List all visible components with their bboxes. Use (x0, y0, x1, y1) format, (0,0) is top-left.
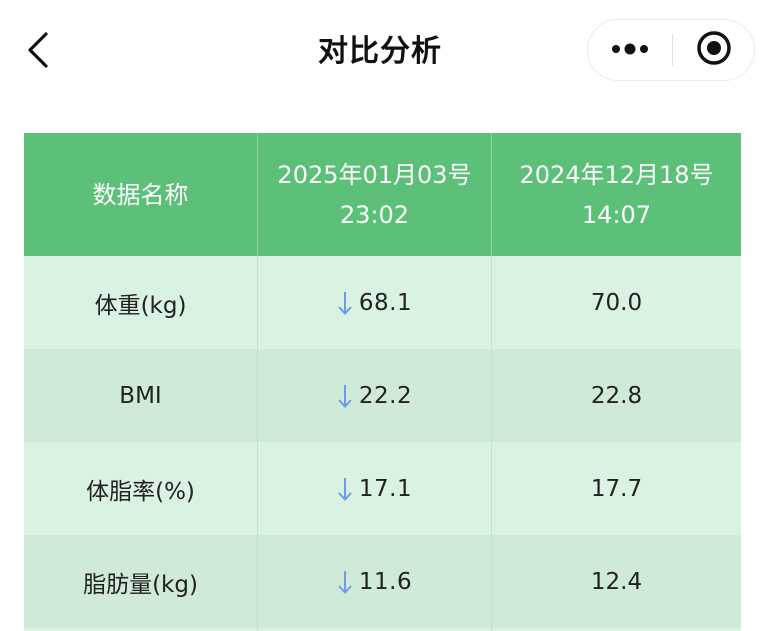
current-value: 11.6 (257, 535, 491, 628)
metric-name: 体脂率(%) (86, 478, 195, 505)
arrow-down-icon (337, 476, 353, 502)
header-name-label: 数据名称 (92, 180, 189, 209)
table-row-partial (24, 628, 741, 631)
current-value-text: 22.2 (358, 382, 413, 409)
navigation-bar: 对比分析 (0, 0, 760, 104)
current-value-text: 68.1 (358, 289, 413, 316)
metric-name: BMI (119, 382, 162, 409)
metric-name: 体重(kg) (94, 292, 187, 319)
back-button[interactable] (16, 26, 60, 78)
header-date-previous: 2024年12月18号 14:07 (491, 133, 741, 256)
page-title: 对比分析 (318, 34, 442, 69)
header-date-previous-time: 14:07 (581, 200, 652, 229)
arrow-down-icon (337, 383, 353, 409)
more-dots-icon (610, 41, 650, 60)
current-value: 22.2 (257, 349, 491, 442)
current-value: 17.1 (257, 442, 491, 535)
header-date-previous-day: 2024年12月18号 (519, 160, 714, 189)
arrow-down-icon (337, 290, 353, 316)
table-row: 脂肪量(kg) 11.6 12.4 (24, 535, 741, 628)
cell-empty (257, 628, 491, 631)
table-row: 体脂率(%) 17.1 17.7 (24, 442, 741, 535)
table-row: 体重(kg) 68.1 70.0 (24, 256, 741, 349)
cell-empty (491, 628, 741, 631)
arrow-down-icon (337, 569, 353, 595)
previous-value: 70.0 (491, 256, 741, 349)
header-date-current-day: 2025年01月03号 (277, 160, 472, 189)
chevron-left-icon (26, 31, 50, 73)
previous-value: 22.8 (491, 349, 741, 442)
previous-value: 12.4 (491, 535, 741, 628)
mini-program-capsule (587, 19, 755, 81)
current-value-text: 17.1 (358, 475, 413, 502)
header-date-current: 2025年01月03号 23:02 (257, 133, 491, 256)
previous-value: 17.7 (491, 442, 741, 535)
table-header-row: 数据名称 2025年01月03号 23:02 2024年12月18号 14:07 (24, 133, 741, 256)
current-value-text: 11.6 (358, 568, 413, 595)
capsule-divider (672, 34, 673, 66)
header-name: 数据名称 (24, 133, 257, 256)
close-button[interactable] (673, 20, 755, 80)
comparison-table: 数据名称 2025年01月03号 23:02 2024年12月18号 14:07… (24, 133, 741, 631)
more-button[interactable] (588, 20, 672, 80)
metric-name: 脂肪量(kg) (83, 571, 198, 598)
target-circle-icon (696, 30, 732, 70)
table-row: BMI 22.2 22.8 (24, 349, 741, 442)
header-date-current-time: 23:02 (339, 200, 410, 229)
current-value: 68.1 (257, 256, 491, 349)
